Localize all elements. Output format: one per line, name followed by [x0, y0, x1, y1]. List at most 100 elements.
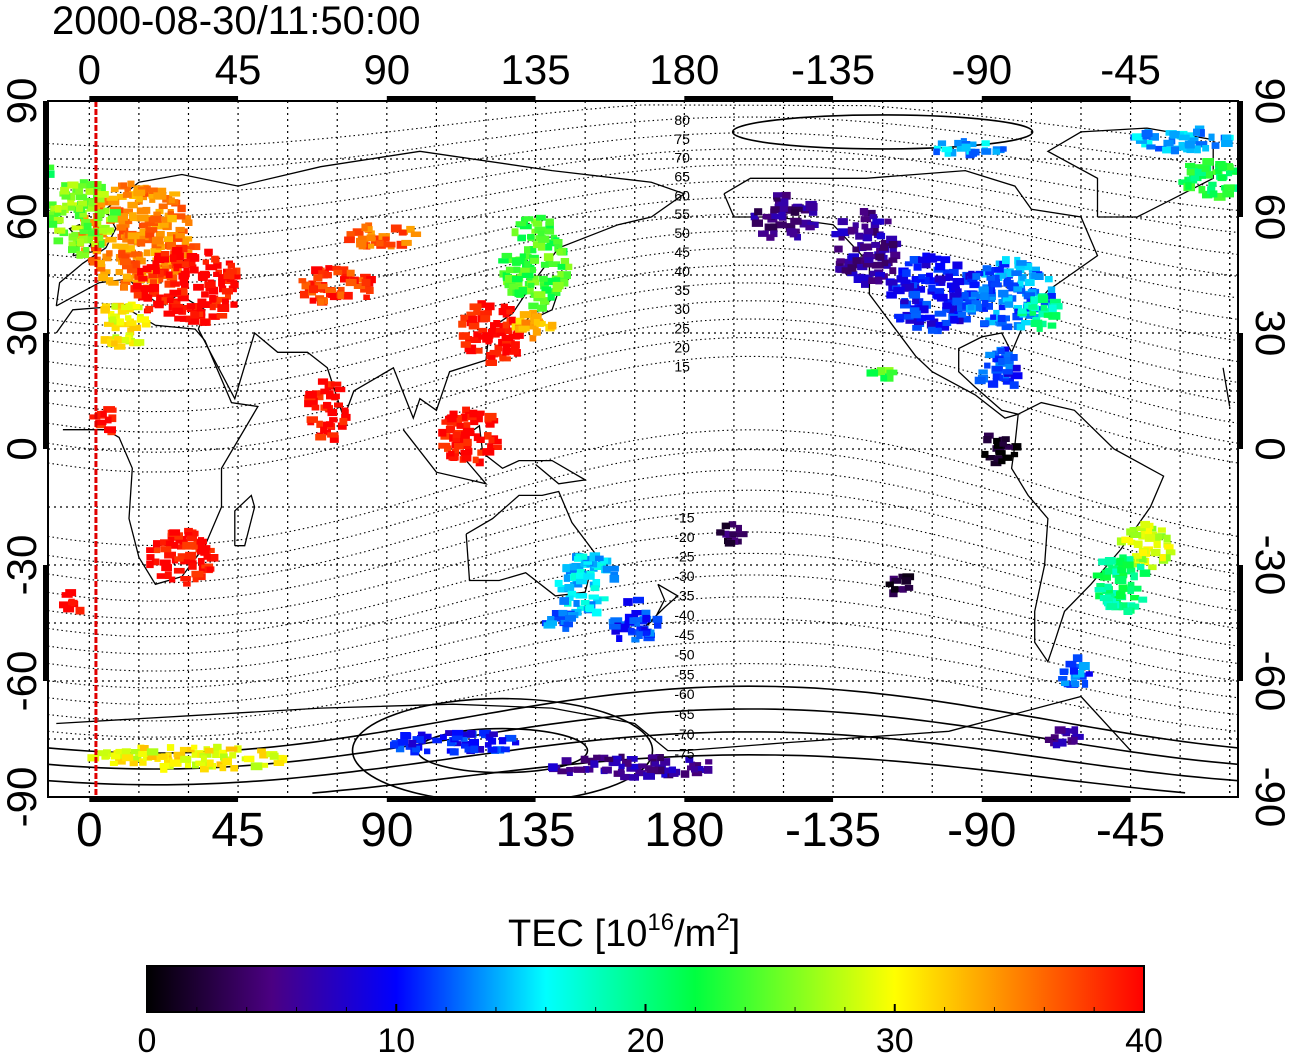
- tec-point: [184, 532, 195, 538]
- tec-point: [1178, 134, 1190, 141]
- tec-point: [1141, 129, 1153, 137]
- tec-point: [164, 236, 175, 243]
- mlat-contour: [48, 449, 1238, 565]
- tec-point: [472, 456, 479, 464]
- tec-point: [1201, 166, 1210, 172]
- tec-point: [153, 211, 161, 220]
- tec-point: [1023, 292, 1035, 300]
- tec-point: [1186, 147, 1195, 154]
- tec-point: [336, 266, 349, 274]
- tec-point: [1071, 736, 1078, 745]
- mlat-contour: [48, 489, 1238, 602]
- tec-point: [468, 315, 478, 323]
- tec-point: [63, 605, 75, 613]
- tec-point: [136, 239, 146, 247]
- frame-bar-left: [43, 565, 48, 681]
- tec-point: [190, 310, 200, 319]
- tec-point: [847, 264, 857, 272]
- tec-point: [342, 291, 353, 300]
- timestamp-title: 2000-08-30/11:50:00: [52, 0, 420, 43]
- tec-point: [562, 626, 570, 632]
- tec-point: [663, 771, 674, 779]
- tec-point: [148, 291, 160, 297]
- tec-point: [521, 319, 531, 326]
- tec-point: [325, 287, 336, 293]
- tec-point: [340, 276, 349, 283]
- coastline: [56, 695, 1132, 752]
- tec-point: [986, 302, 993, 310]
- tec-point: [517, 234, 526, 242]
- tec-point: [382, 236, 390, 242]
- tec-point: [942, 269, 955, 275]
- right-lat-tick: -30: [1247, 535, 1292, 596]
- contour-labels: 80 75 70 65 60 55 50 45 40 35 30 25 20 15 -15 -20 -25 -30…: [674, 112, 694, 762]
- tec-point: [227, 262, 235, 269]
- tec-point: [860, 216, 872, 223]
- tec-point: [1095, 592, 1104, 600]
- tec-point: [918, 274, 926, 280]
- tec-point: [71, 225, 83, 231]
- tec-point: [985, 351, 995, 359]
- tec-point: [452, 431, 461, 438]
- tec-point: [103, 207, 110, 215]
- tec-point: [124, 186, 131, 193]
- tec-point: [1123, 556, 1134, 563]
- tec-point: [799, 219, 811, 228]
- tec-point: [1016, 323, 1026, 331]
- tec-point: [574, 556, 582, 562]
- frame-bar-right: [1238, 101, 1243, 217]
- tec-point: [934, 310, 947, 317]
- tec-point: [566, 767, 574, 773]
- tec-point: [145, 305, 154, 313]
- tec-point: [729, 531, 741, 537]
- tec-point: [685, 756, 694, 763]
- tec-point: [691, 771, 703, 777]
- tec-point: [1071, 680, 1080, 687]
- tec-point: [912, 325, 922, 331]
- tec-point: [716, 529, 725, 536]
- tec-point: [870, 221, 880, 228]
- tec-point: [114, 343, 126, 350]
- tec-point: [505, 306, 515, 312]
- tec-point: [123, 273, 131, 280]
- tec-point: [617, 768, 625, 775]
- tec-point: [604, 756, 614, 763]
- mlat-contour: [48, 230, 1238, 328]
- tec-point: [169, 576, 176, 583]
- tec-point: [160, 274, 170, 280]
- contour-label: 30: [674, 301, 690, 317]
- tec-point: [121, 283, 128, 290]
- tec-point: [462, 406, 470, 414]
- tec-point: [230, 301, 238, 308]
- tec-point: [1194, 168, 1206, 176]
- tec-point: [754, 208, 763, 216]
- tec-point: [122, 263, 133, 270]
- tec-point: [475, 347, 483, 354]
- tec-point: [544, 228, 555, 235]
- tec-point: [460, 341, 471, 348]
- tec-point: [979, 306, 988, 312]
- tec-point: [546, 620, 557, 626]
- tec-point: [502, 311, 510, 318]
- frame-bar-right: [1238, 333, 1243, 449]
- tec-point: [509, 283, 521, 290]
- top-lon-tick: 180: [649, 46, 719, 93]
- tec-point: [179, 278, 189, 286]
- tec-point: [1085, 671, 1093, 677]
- tec-point: [903, 314, 914, 320]
- tec-point: [985, 317, 996, 326]
- tec-point: [762, 213, 772, 220]
- tec-point: [504, 734, 517, 742]
- tec-point: [200, 755, 207, 763]
- tec-point: [981, 140, 990, 147]
- tec-point: [383, 241, 396, 248]
- tec-point: [556, 249, 563, 255]
- tec-point: [896, 316, 904, 323]
- tec-point: [78, 183, 90, 189]
- tec-point: [112, 243, 120, 249]
- colorbar-title: TEC [1016/m2]: [508, 909, 740, 955]
- tec-point: [119, 321, 131, 328]
- tec-point: [77, 200, 88, 207]
- tec-point: [1036, 306, 1044, 313]
- tec-point: [574, 568, 586, 575]
